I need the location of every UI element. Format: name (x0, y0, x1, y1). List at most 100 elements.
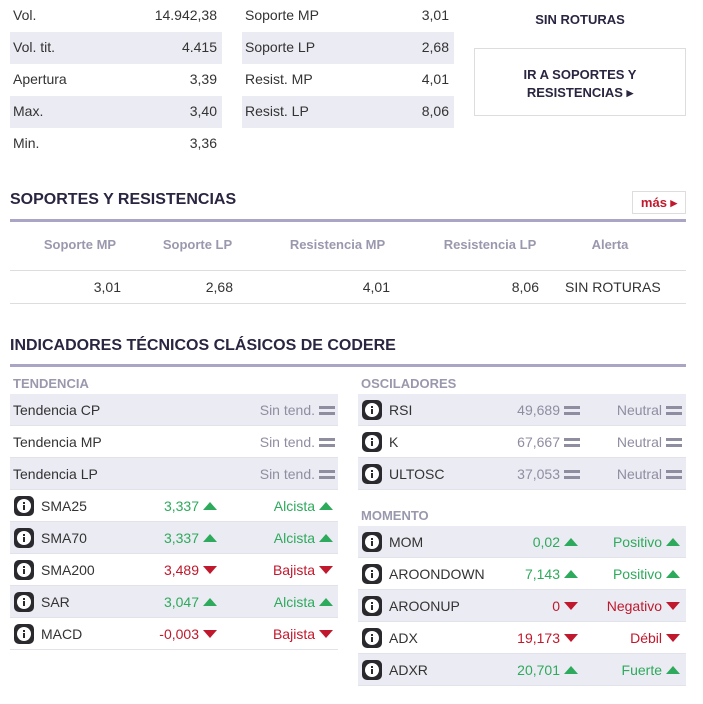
cell: 2,68 (205, 279, 233, 295)
trend-icon (564, 631, 578, 645)
icon (666, 666, 680, 674)
info-icon[interactable] (14, 592, 34, 612)
info-icon[interactable] (362, 464, 382, 484)
indicator-row (358, 590, 686, 622)
indicator-signal: Bajista (272, 562, 315, 578)
info-icon[interactable] (362, 596, 382, 616)
indicator-signal: Alcista (273, 530, 315, 546)
info-icon[interactable] (14, 528, 34, 548)
indicator-row (10, 458, 338, 490)
icon (319, 534, 333, 542)
trend-icon (319, 499, 333, 513)
trend-icon (666, 567, 680, 581)
trend-icon (203, 595, 217, 609)
info-glyph (17, 499, 31, 513)
trend-icon (666, 467, 682, 481)
summary-label: Resist. MP (245, 71, 313, 87)
summary-label: Vol. (13, 7, 37, 23)
summary-value: 14.942,38 (154, 7, 217, 23)
trend-icon (666, 599, 680, 613)
indicator-row (358, 526, 686, 558)
summary-label: Min. (13, 135, 40, 151)
trend-icon (319, 435, 335, 449)
info-icon[interactable] (14, 496, 34, 516)
summary-row (10, 96, 222, 128)
indicator-name: AROONUP (389, 598, 460, 614)
indicator-row (10, 554, 338, 586)
icon (564, 538, 578, 546)
icon (666, 406, 682, 415)
info-glyph (17, 563, 31, 577)
icon (319, 406, 335, 415)
info-glyph (365, 403, 379, 417)
indicator-name: ULTOSC (389, 466, 445, 482)
icon (203, 630, 217, 638)
indicator-signal: Neutral (616, 434, 662, 450)
info-icon[interactable] (362, 400, 382, 420)
summary-row (242, 32, 454, 64)
icon (319, 630, 333, 638)
summary-value: 3,01 (421, 7, 449, 23)
info-icon[interactable] (362, 432, 382, 452)
indicator-name: SMA70 (41, 530, 87, 546)
divider (10, 270, 686, 271)
indicator-name: ADXR (389, 662, 428, 678)
summary-label: Soporte MP (245, 7, 319, 23)
summary-value: 8,06 (421, 103, 449, 119)
link[interactable]: IR A SOPORTES Y RESISTENCIAS ▸ (505, 66, 655, 102)
more-button[interactable]: más ▸ (632, 191, 686, 214)
trend-icon (564, 467, 580, 481)
summary-row (10, 32, 222, 64)
divider (10, 303, 686, 304)
indicator-value: 0 (552, 598, 560, 614)
group-title: MOMENTO (361, 508, 429, 523)
indicator-name: SMA25 (41, 498, 87, 514)
indicator-signal: Sin tend. (259, 402, 315, 418)
cell: 4,01 (362, 279, 390, 295)
summary-value: 3,39 (189, 71, 217, 87)
indicator-row (358, 622, 686, 654)
column-header: Alerta (591, 237, 629, 252)
icon (203, 598, 217, 606)
icon (666, 470, 682, 479)
info-icon[interactable] (362, 564, 382, 584)
divider (10, 219, 686, 222)
trend-icon (319, 531, 333, 545)
indicator-row (10, 490, 338, 522)
indicator-signal: Positivo (612, 566, 662, 582)
info-glyph (17, 595, 31, 609)
trend-icon (564, 535, 578, 549)
section-title: INDICADORES TÉCNICOS CLÁSICOS DE CODERE (10, 337, 396, 354)
indicator-signal: Alcista (273, 594, 315, 610)
link-arrow: ▸ (626, 85, 634, 100)
more-text[interactable]: más (640, 195, 667, 210)
indicator-value: 67,667 (517, 434, 560, 450)
indicator-name: Tendencia LP (13, 466, 98, 482)
icon (564, 570, 578, 578)
column-header: Resistencia LP (443, 237, 537, 252)
indicator-value: -0,003 (159, 626, 199, 642)
indicator-name: MACD (41, 626, 83, 642)
indicator-signal: Sin tend. (259, 434, 315, 450)
indicator-name: AROONDOWN (389, 566, 485, 582)
link-box[interactable]: IR A SOPORTES Y RESISTENCIAS ▸ (474, 48, 686, 116)
link-text[interactable]: IR A SOPORTES Y RESISTENCIAS (523, 67, 637, 100)
icon (319, 470, 335, 479)
trend-icon (319, 467, 335, 481)
info-icon[interactable] (362, 628, 382, 648)
info-icon[interactable] (362, 660, 382, 680)
info-icon[interactable] (14, 560, 34, 580)
icon (319, 502, 333, 510)
indicator-row (358, 394, 686, 426)
indicator-row (10, 586, 338, 618)
trend-icon (319, 563, 333, 577)
icon (666, 438, 682, 447)
cell: SIN ROTURAS (565, 279, 661, 295)
trend-icon (564, 435, 580, 449)
trend-icon (666, 663, 680, 677)
trend-icon (564, 403, 580, 417)
info-icon[interactable] (362, 532, 382, 552)
info-icon[interactable] (14, 624, 34, 644)
indicator-row (358, 654, 686, 686)
trend-icon (319, 595, 333, 609)
